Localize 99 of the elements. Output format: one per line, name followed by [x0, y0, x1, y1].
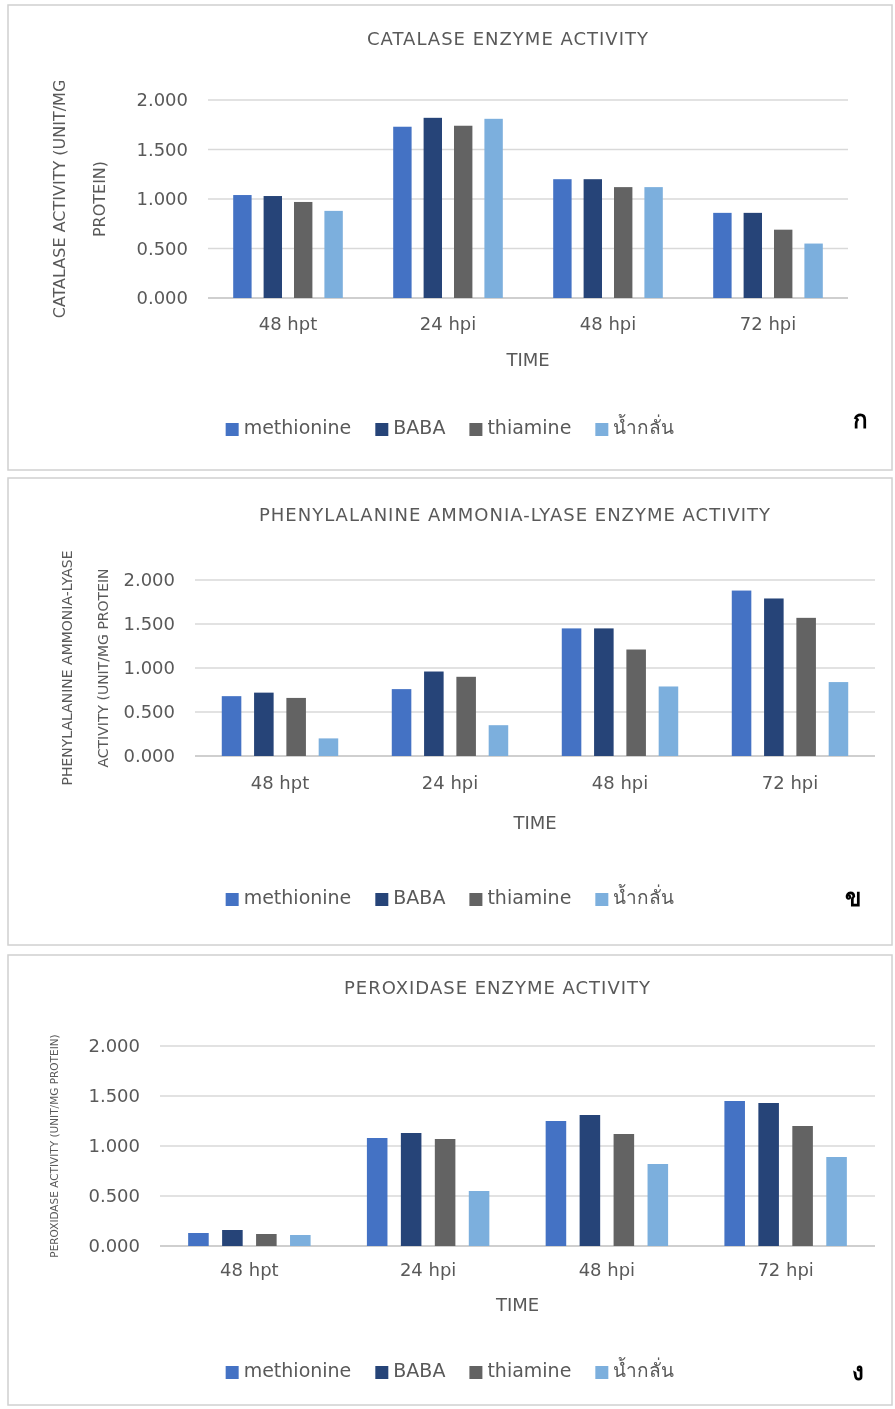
bar [424, 671, 444, 756]
y-tick-label: 2.000 [136, 89, 188, 110]
x-tick-label: 48 hpi [579, 313, 637, 334]
legend-label: น้ำกลั่น [613, 884, 675, 908]
bar [233, 195, 252, 298]
legend-label: thiamine [487, 886, 572, 908]
bar [796, 617, 816, 756]
text: CATALASE ACTIVITY (UNIT/MG PROTEIN) [50, 79, 109, 319]
bar [256, 1234, 277, 1246]
y-tick-label: 0.500 [88, 1185, 140, 1206]
bar [456, 676, 476, 756]
bar [294, 201, 313, 298]
bar [318, 738, 339, 756]
bar [553, 179, 572, 298]
bar [290, 1235, 311, 1246]
bar [828, 682, 849, 756]
y-tick-label: 0.000 [123, 745, 175, 766]
bar [545, 1121, 567, 1246]
y-tick-label: 0.000 [136, 287, 188, 308]
bar [713, 212, 732, 298]
y-tick-label: 1.500 [123, 613, 175, 634]
y-tick-label: 1.000 [136, 188, 188, 209]
y-tick-label: 1.500 [88, 1085, 140, 1106]
bar [724, 1101, 745, 1246]
bar [644, 187, 663, 298]
bar [614, 187, 633, 298]
legend-label: methionine [243, 886, 352, 908]
y-tick-label: 1.000 [88, 1135, 140, 1156]
bar [579, 1115, 601, 1246]
bar [774, 229, 793, 298]
bar [188, 1233, 209, 1246]
bar [561, 628, 582, 756]
bar [731, 590, 752, 756]
chart-title: PEROXIDASE ENZYME ACTIVITY [343, 977, 652, 998]
y-tick-label: 0.000 [88, 1235, 140, 1256]
y-tick-label: 1.000 [123, 657, 175, 678]
x-tick-label: 72 hpi [739, 313, 797, 334]
bar [366, 1138, 388, 1246]
bar [594, 628, 614, 756]
x-axis-title: TIME [494, 1294, 540, 1315]
y-tick-label: 1.500 [136, 138, 188, 160]
text: PHENYLALANINE AMMONIA-LYASE ACTIVITY (UNIT/MG PROTEIN [59, 550, 111, 786]
x-tick-label: 48 hpt [220, 1259, 279, 1280]
bar [454, 125, 473, 298]
bar [393, 126, 412, 298]
bar [804, 243, 823, 298]
legend-label: BABA [393, 416, 446, 438]
x-tick-label: 48 hpt [250, 772, 310, 793]
x-axis-title: TIME [505, 349, 550, 370]
bar [324, 210, 343, 298]
legend-label: methionine [243, 1359, 352, 1381]
legend-label: methionine [243, 416, 352, 438]
y-tick-label: 0.500 [123, 701, 175, 722]
bar [626, 649, 646, 756]
legend-label: BABA [393, 1359, 446, 1381]
y-tick-label: 0.500 [136, 237, 188, 259]
bar [758, 1103, 779, 1246]
bar [468, 1191, 490, 1246]
legend-label: BABA [393, 886, 446, 908]
bar [488, 725, 509, 756]
bar [743, 212, 762, 298]
bar [613, 1134, 635, 1246]
bar [764, 598, 784, 756]
legend-label: น้ำกลั่น [613, 414, 675, 438]
x-tick-label: 24 hpi [399, 1259, 457, 1280]
x-tick-label: 72 hpi [757, 1259, 814, 1280]
y-tick-label: 2.000 [123, 569, 175, 590]
bar [222, 1230, 243, 1246]
legend-label: thiamine [487, 1359, 572, 1381]
bar [391, 689, 412, 756]
bar [263, 196, 282, 298]
x-tick-label: 72 hpi [761, 772, 819, 793]
bar [826, 1157, 847, 1246]
chart-title: PHENYLALANINE AMMONIA-LYASE ENZYME ACTIVITY [258, 504, 772, 525]
bar [254, 692, 274, 756]
x-tick-label: 24 hpi [421, 772, 479, 793]
x-tick-label: 48 hpi [591, 772, 649, 793]
bar [583, 179, 602, 298]
bar [484, 118, 503, 298]
x-axis-title: TIME [512, 812, 557, 833]
bar [286, 697, 306, 756]
legend-label: น้ำกลั่น [613, 1357, 675, 1381]
chart-title: CATALASE ENZYME ACTIVITY [367, 28, 649, 49]
x-tick-label: 48 hpi [578, 1259, 636, 1280]
bar [400, 1133, 422, 1246]
bar [658, 686, 679, 756]
x-tick-label: 24 hpi [419, 313, 477, 334]
text: ก [852, 406, 868, 434]
bar [221, 696, 242, 756]
bar [423, 117, 442, 298]
y-tick-label: 2.000 [88, 1035, 140, 1056]
legend-label: thiamine [487, 416, 572, 438]
y-axis-title: PEROXIDASE ACTIVITY (UNIT/MG PROTEIN) [48, 1034, 60, 1258]
bar [434, 1139, 456, 1246]
bar [647, 1164, 669, 1246]
text: ข [845, 884, 861, 912]
text: ง [852, 1358, 864, 1386]
x-tick-label: 48 hpt [258, 313, 318, 334]
bar [792, 1126, 813, 1246]
